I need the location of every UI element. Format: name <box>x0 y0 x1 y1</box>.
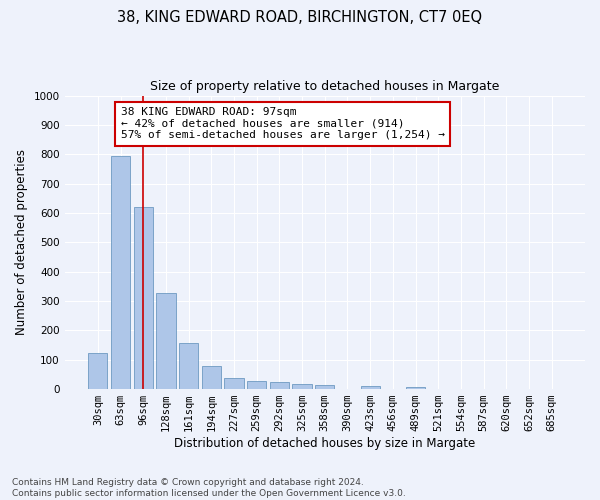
Bar <box>134 206 153 389</box>
Text: 38, KING EDWARD ROAD, BIRCHINGTON, CT7 0EQ: 38, KING EDWARD ROAD, BIRCHINGTON, CT7 0… <box>118 10 482 25</box>
Bar <box>406 386 425 389</box>
Bar <box>111 156 130 389</box>
Text: Contains HM Land Registry data © Crown copyright and database right 2024.
Contai: Contains HM Land Registry data © Crown c… <box>12 478 406 498</box>
Text: 38 KING EDWARD ROAD: 97sqm
← 42% of detached houses are smaller (914)
57% of sem: 38 KING EDWARD ROAD: 97sqm ← 42% of deta… <box>121 108 445 140</box>
Bar <box>292 384 312 389</box>
Bar <box>202 366 221 389</box>
Title: Size of property relative to detached houses in Margate: Size of property relative to detached ho… <box>150 80 499 93</box>
X-axis label: Distribution of detached houses by size in Margate: Distribution of detached houses by size … <box>174 437 475 450</box>
Bar <box>270 382 289 389</box>
Bar <box>88 354 107 389</box>
Bar <box>179 342 198 389</box>
Bar <box>224 378 244 389</box>
Bar <box>315 386 334 389</box>
Y-axis label: Number of detached properties: Number of detached properties <box>15 150 28 336</box>
Bar <box>247 381 266 389</box>
Bar <box>156 293 176 389</box>
Bar <box>361 386 380 389</box>
